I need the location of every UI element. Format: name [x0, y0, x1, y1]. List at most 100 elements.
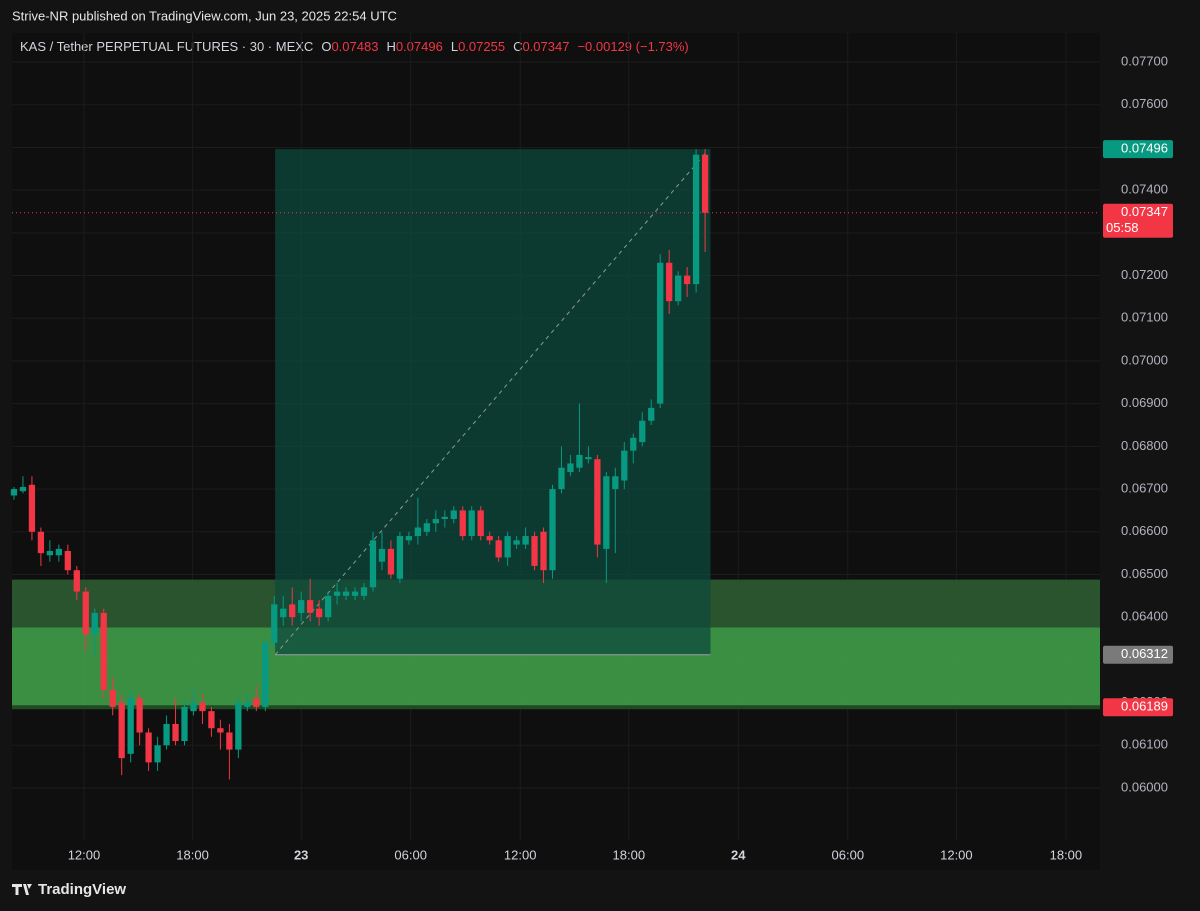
candle-body: [683, 275, 691, 285]
candle-body: [549, 489, 556, 571]
candle-body: [145, 732, 152, 763]
candle-body: [351, 591, 359, 596]
candle-body: [271, 604, 278, 643]
x-tick-label: 24: [731, 847, 746, 862]
legend-part: 0.07496: [396, 39, 443, 54]
y-tick-label: 0.07200: [1121, 267, 1168, 282]
y-tick-label: 0.07600: [1121, 96, 1168, 111]
candle-body: [657, 262, 664, 404]
candle-body: [567, 463, 574, 472]
y-tick-label: 0.06000: [1121, 779, 1168, 794]
x-tick-label: 12:00: [940, 847, 973, 862]
y-tick-label: 0.06800: [1121, 438, 1168, 453]
legend-part: 0.07347: [522, 39, 569, 54]
candle-body: [369, 540, 377, 588]
candle-body: [603, 476, 610, 549]
candle-body: [163, 723, 170, 746]
legend-part: O: [321, 39, 331, 54]
candle-body: [378, 548, 386, 562]
candle-body: [630, 437, 637, 451]
candle-body: [37, 531, 45, 554]
x-tick-label: 18:00: [176, 847, 209, 862]
candle-body: [333, 591, 341, 596]
price-tag: [1103, 140, 1173, 159]
candle-body: [666, 262, 673, 302]
candle-body: [585, 457, 592, 460]
price-countdown: 05:58: [1106, 220, 1139, 235]
price-tag-label: 0.07496: [1121, 141, 1168, 156]
candle-body: [648, 407, 655, 421]
candle-body: [621, 450, 628, 481]
y-tick-label: 0.06700: [1121, 481, 1168, 496]
x-tick-label: 06:00: [394, 847, 427, 862]
y-tick-label: 0.06500: [1121, 566, 1168, 581]
price-tag-label: 0.06312: [1121, 646, 1168, 661]
candle-body: [235, 702, 242, 750]
candle-body: [280, 608, 287, 618]
candle-body: [217, 728, 224, 733]
candle-body: [73, 570, 80, 592]
x-tick-label: 18:00: [1050, 847, 1083, 862]
candle-body: [423, 523, 430, 532]
candle-body: [504, 536, 511, 558]
candle-body: [441, 516, 448, 519]
candle-body: [64, 551, 71, 571]
legend-part: 0.07483: [331, 39, 378, 54]
candle-body: [324, 595, 332, 618]
candle-body: [432, 518, 439, 524]
legend: KAS / Tether PERPETUAL FUTURES · 30 · ME…: [20, 39, 689, 54]
candle-body: [701, 154, 709, 213]
candle-body: [531, 536, 538, 566]
candle-body: [298, 600, 305, 613]
candle-body: [28, 484, 36, 532]
brand: TradingView: [38, 881, 126, 898]
x-tick-label: 06:00: [832, 847, 865, 862]
trend-dash: [274, 152, 706, 656]
legend-text: KAS / Tether PERPETUAL FUTURES · 30 · ME…: [20, 39, 689, 54]
legend-part: 0.07255: [458, 39, 505, 54]
candle-body: [387, 548, 395, 575]
candle-body: [558, 467, 565, 490]
y-tick-label: 0.06400: [1121, 609, 1168, 624]
legend-part: L: [451, 39, 458, 54]
candle-body: [612, 476, 619, 490]
candle-body: [495, 540, 502, 558]
logo: [12, 884, 32, 895]
target-box: [275, 149, 711, 655]
y-tick-label: 0.07400: [1121, 182, 1168, 197]
candle-body: [513, 540, 520, 545]
candle-body: [172, 723, 179, 742]
candle-body: [315, 608, 323, 618]
candle-body: [289, 604, 296, 618]
candle-body: [540, 531, 547, 571]
candle-body: [522, 536, 529, 545]
candle-body: [342, 591, 350, 596]
legend-part: C: [513, 39, 522, 54]
y-tick-label: 0.07000: [1121, 352, 1168, 367]
candle-body: [459, 510, 466, 537]
candle-body: [226, 732, 233, 750]
price-tag-label: 0.07347: [1121, 204, 1168, 219]
legend-part: KAS / Tether PERPETUAL FUTURES · 30 · ME…: [20, 39, 313, 54]
candle-body: [154, 745, 161, 763]
y-tick-label: 0.07100: [1121, 310, 1168, 325]
candle-body: [414, 527, 422, 537]
header: Strive-NR published on TradingView.com, …: [12, 8, 397, 23]
candle-body: [396, 536, 404, 579]
candle-body: [675, 275, 682, 302]
price-tag-label: 0.06189: [1121, 699, 1168, 714]
candle-body: [19, 486, 27, 492]
candle-body: [307, 600, 314, 613]
candle-body: [127, 698, 134, 754]
candle-body: [262, 642, 269, 707]
x-tick-label: 18:00: [613, 847, 646, 862]
y-tick-label: 0.06600: [1121, 523, 1168, 538]
candle-body: [405, 536, 413, 541]
y-tick-label: 0.06900: [1121, 395, 1168, 410]
x-tick-label: 23: [294, 847, 308, 862]
candle-body: [253, 698, 260, 707]
candle-body: [360, 587, 368, 596]
candle-body: [208, 711, 215, 729]
